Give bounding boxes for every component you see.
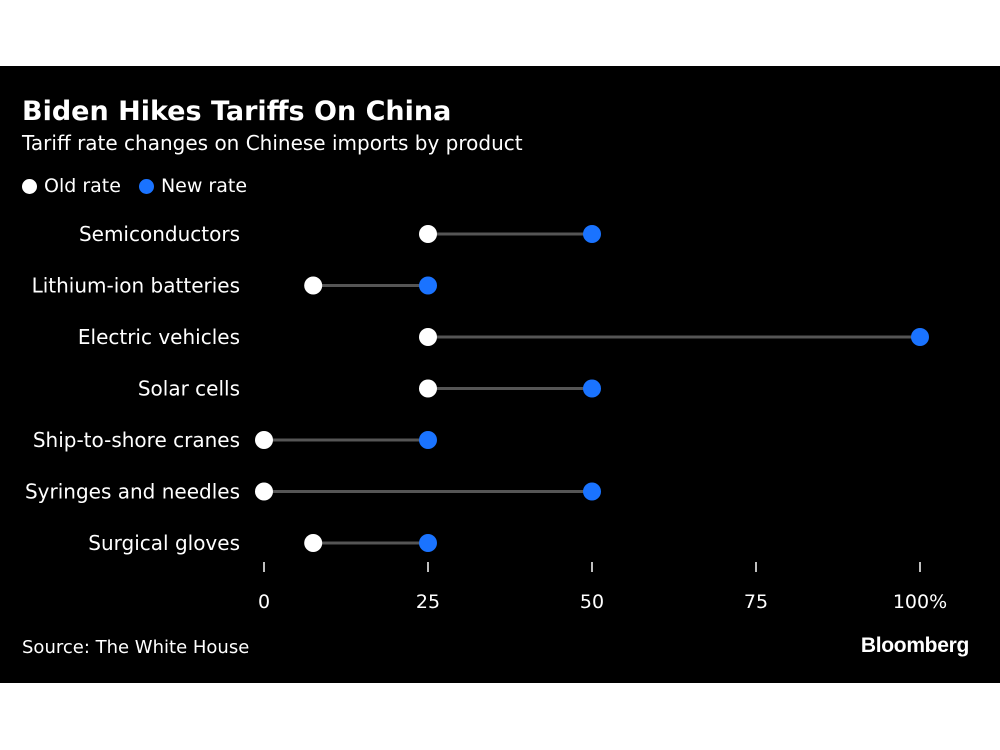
new-rate-point	[911, 328, 929, 346]
x-tick-label: 25	[416, 591, 440, 613]
x-tick-label: 50	[580, 591, 604, 613]
new-rate-point	[583, 225, 601, 243]
new-rate-point	[419, 431, 437, 449]
new-rate-point	[419, 276, 437, 295]
x-tick-label: 100%	[893, 591, 947, 613]
dumbbell-chart: Semiconductors Lithium-ion batteries Elect…	[25, 222, 947, 613]
new-rate-point	[583, 482, 601, 501]
legend-label-new: New rate	[160, 175, 248, 197]
old-rate-point	[419, 328, 437, 346]
old-rate-point	[304, 276, 323, 295]
legend-marker-old	[22, 178, 37, 194]
bloomberg-logo: Bloomberg	[860, 634, 969, 657]
old-rate-point	[255, 431, 273, 449]
category-label: Solar cells	[138, 377, 240, 401]
old-rate-point	[419, 225, 437, 243]
legend-item-new: New rate	[138, 175, 248, 197]
x-tick-label: 0	[258, 591, 270, 613]
old-rate-point	[255, 482, 273, 501]
category-label: Syringes and needles	[25, 480, 240, 504]
category-label: Surgical gloves	[88, 531, 240, 555]
category-label: Semiconductors	[79, 222, 240, 246]
category-label: Electric vehicles	[78, 325, 240, 349]
chart-subtitle: Tariff rate changes on Chinese imports b…	[22, 131, 523, 155]
source-note: Source: The White House	[22, 637, 250, 658]
chart-title: Biden Hikes Tariffs On China	[22, 96, 452, 127]
old-rate-point	[419, 379, 437, 398]
old-rate-point	[304, 534, 323, 552]
category-label: Ship-to-shore cranes	[33, 428, 240, 452]
category-label: Lithium-ion batteries	[32, 274, 240, 298]
x-tick-label: 75	[744, 591, 768, 613]
legend-item-old: Old rate	[22, 175, 121, 197]
legend-marker-new	[138, 178, 154, 194]
legend-label-old: Old rate	[44, 175, 121, 197]
chart-panel: Biden Hikes Tariffs On China Tariff rate…	[0, 66, 1000, 683]
legend: Old rate New rate	[22, 175, 247, 197]
new-rate-point	[583, 379, 601, 398]
new-rate-point	[419, 534, 437, 552]
